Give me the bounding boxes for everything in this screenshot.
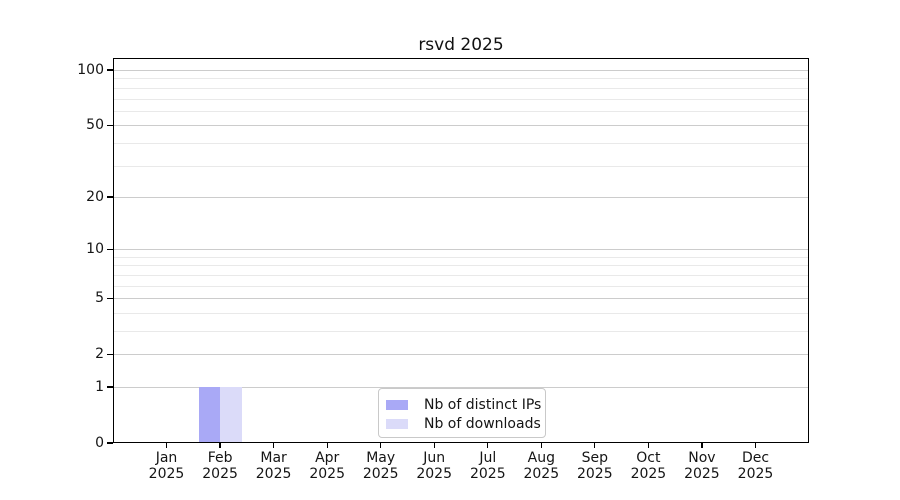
x-tick-label-line: 2025 [148,466,185,482]
legend-swatch [386,399,408,410]
x-tick-label: Nov 2025 [684,450,720,482]
x-tick [272,443,275,448]
x-tick-label-line: 2025 [469,466,506,482]
y-gridline-minor [113,165,809,167]
legend-label: Nb of distinct IPs [424,396,542,413]
y-tick-label: 50 [86,117,104,134]
y-gridline-minor [113,331,809,332]
spine-left [113,58,115,443]
x-tick-label-line: Feb [207,450,233,466]
x-tick [487,443,489,448]
spine-bottom [113,441,809,443]
x-tick-label: Feb 2025 [202,450,238,482]
y-tick [107,297,113,299]
x-tick-label-line: 2025 [255,466,292,482]
x-tick-label: Oct 2025 [631,450,667,482]
y-gridline-minor [113,87,809,89]
y-gridline-major [113,125,809,127]
y-gridline-minor [113,285,809,287]
bar-nb-of-downloads [220,387,242,443]
y-tick-label: 20 [86,188,104,205]
x-tick-label-line: 2025 [630,466,667,482]
y-tick-label: 100 [77,62,104,78]
y-gridline-major [113,387,809,388]
y-gridline-minor [113,256,809,258]
y-gridline-minor [113,98,809,100]
y-gridline-minor [113,142,809,144]
y-tick [107,442,113,444]
x-tick-label-line: 2025 [416,466,453,482]
x-tick-label-line: Sep [581,450,608,466]
x-tick-label: Apr 2025 [309,450,345,482]
x-tick-label-line: Aug [527,450,555,466]
x-tick-label-line: 2025 [737,466,774,482]
x-tick-label-line: May [366,450,396,466]
x-tick-label-line: 2025 [576,466,613,482]
x-tick [165,443,168,448]
x-tick-label-line: Apr [315,450,340,466]
y-gridline-minor [113,274,809,276]
y-tick [107,196,113,198]
x-tick-label-line: Dec [741,450,770,466]
x-tick-label-line: Mar [260,450,287,466]
x-tick-label: Mar 2025 [256,450,292,482]
y-tick-label: 5 [95,290,104,307]
y-gridline-minor [113,78,809,80]
x-tick [219,443,221,448]
x-tick [754,443,757,448]
x-tick-label-line: 2025 [684,466,720,482]
y-gridline-minor [113,312,809,314]
y-tick [107,386,113,388]
y-gridline-major [113,354,809,356]
x-tick-label: May 2025 [363,450,399,482]
x-tick-label-line: Oct [636,450,661,466]
x-tick [433,443,435,448]
plot-area: 0 1 2 5 10 20 50 100 Jan 2025 Feb 2025 Mar 2025 Apr 202… [77,58,809,482]
x-tick-label: Jan 2025 [149,450,185,482]
y-tick [107,124,113,126]
y-tick-label: 2 [95,346,104,363]
y-gridline-major [113,196,809,198]
legend-label: Nb of downloads [424,415,541,432]
x-tick-label-line: Jul [479,450,497,466]
y-gridline-major [113,70,809,71]
y-gridline-major [113,298,809,300]
x-tick-label: Aug 2025 [523,450,559,482]
spine-right [807,58,809,443]
x-tick-label-line: Jan [155,450,178,466]
x-tick-label: Sep 2025 [577,450,613,482]
legend-swatch [386,418,408,429]
y-tick-label: 0 [95,435,104,451]
legend-row: Nb of downloads [386,414,545,433]
bar-nb-of-distinct-ips [198,387,221,443]
y-tick [107,353,113,355]
x-tick-label-line: 2025 [362,466,399,482]
spine-top [113,58,809,60]
x-tick [326,443,328,448]
x-tick-label: Jul 2025 [470,450,506,482]
x-tick-label: Dec 2025 [738,450,774,482]
y-tick-label: 1 [95,379,104,395]
x-tick [540,443,542,448]
x-tick-label: Jun 2025 [416,450,452,482]
legend: Nb of distinct IPs Nb of downloads [378,388,546,438]
x-tick-label-line: 2025 [202,466,238,482]
y-gridline-minor [113,265,809,267]
x-tick-label-line: Nov [688,450,716,466]
y-tick [107,248,113,250]
y-tick [107,69,113,71]
x-tick [594,443,596,448]
x-tick-label-line: 2025 [309,466,346,482]
y-gridline-major [113,249,809,251]
x-tick-label-line: Jun [423,450,446,466]
chart-title: rsvd 2025 [418,35,504,55]
x-tick [380,443,382,448]
y-gridline-minor [113,110,809,112]
x-tick-label-line: 2025 [523,466,560,482]
y-tick-label: 10 [86,241,104,258]
legend-row: Nb of distinct IPs [386,395,545,414]
x-tick [701,443,703,448]
x-tick [647,443,650,448]
